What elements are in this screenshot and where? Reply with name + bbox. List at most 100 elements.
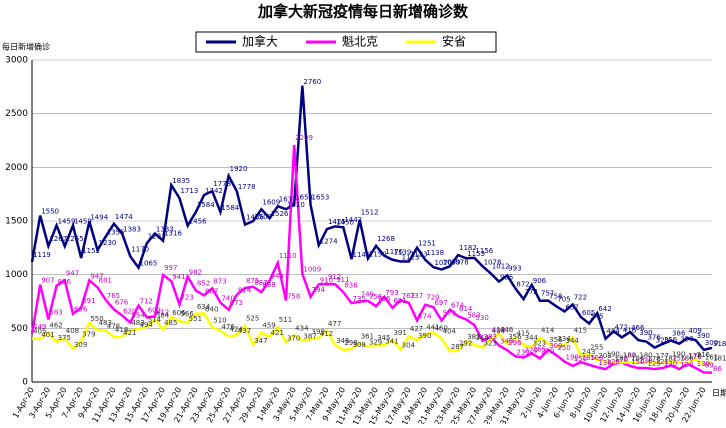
data-label: 300 bbox=[549, 342, 562, 350]
y-axis-label: 每日新增确诊 bbox=[2, 42, 50, 52]
data-label: 1512 bbox=[361, 209, 379, 217]
data-label: 1920 bbox=[230, 165, 248, 173]
data-label: 184 bbox=[631, 354, 645, 362]
data-label: 449 bbox=[33, 323, 46, 331]
data-label: 1139 bbox=[393, 249, 411, 257]
data-label: 130 bbox=[639, 357, 652, 365]
data-label: 584 bbox=[156, 311, 170, 319]
data-label: 390 bbox=[639, 329, 652, 337]
data-label: 772 bbox=[525, 288, 538, 296]
data-label: 190 bbox=[566, 354, 579, 362]
data-label: 1316 bbox=[164, 230, 182, 238]
data-label: 459 bbox=[262, 322, 275, 330]
data-label: 379 bbox=[82, 330, 95, 338]
data-label: 1267 bbox=[49, 235, 67, 243]
data-label: 1637 bbox=[279, 195, 297, 203]
data-label: 180 bbox=[623, 352, 636, 360]
data-label: 1291 bbox=[148, 232, 166, 240]
data-label: 229 bbox=[525, 346, 538, 354]
data-label: 243 bbox=[582, 348, 595, 356]
data-label: 1150 bbox=[369, 251, 387, 259]
y-tick-label: 1000 bbox=[5, 270, 28, 280]
data-label: 910 bbox=[320, 276, 333, 284]
data-label: 300 bbox=[705, 339, 718, 347]
data-label: 250 bbox=[557, 344, 570, 352]
data-label: 691 bbox=[82, 297, 95, 305]
data-label: 634 bbox=[197, 303, 211, 311]
data-label: 566 bbox=[180, 310, 194, 318]
data-label: 399 bbox=[312, 328, 325, 336]
data-label: 1145 bbox=[353, 251, 371, 259]
data-label: 1425 bbox=[328, 218, 346, 226]
data-label: 603 bbox=[148, 306, 161, 314]
data-label: 762 bbox=[402, 292, 415, 300]
data-label: 1049 bbox=[443, 258, 461, 266]
data-label: 1070 bbox=[434, 259, 452, 267]
data-label: 1466 bbox=[246, 214, 264, 222]
data-label: 1584 bbox=[221, 204, 239, 212]
data-label: 386 bbox=[672, 330, 686, 338]
data-label: 911 bbox=[336, 276, 349, 284]
data-label: 424 bbox=[230, 325, 244, 333]
data-label: 1274 bbox=[320, 237, 338, 245]
data-label: 511 bbox=[279, 316, 292, 324]
data-label: 346 bbox=[336, 337, 350, 345]
x-axis-label: 日期 bbox=[712, 389, 726, 398]
data-label: 255 bbox=[590, 344, 603, 352]
data-label: 387 bbox=[303, 332, 316, 340]
data-label: 344 bbox=[525, 334, 539, 342]
data-label: 838 bbox=[262, 281, 275, 289]
data-label: 605 bbox=[582, 309, 595, 317]
data-label: 181 bbox=[713, 355, 726, 363]
data-label: 376 bbox=[647, 334, 661, 342]
data-label: 612 bbox=[156, 308, 169, 316]
data-label: 1456 bbox=[189, 218, 207, 226]
data-label: 1176 bbox=[385, 248, 403, 256]
data-label: 437 bbox=[238, 327, 251, 335]
data-label: 89 bbox=[705, 361, 714, 369]
data-label: 1653 bbox=[312, 194, 330, 202]
data-label: 573 bbox=[443, 309, 456, 317]
data-label: 265 bbox=[533, 346, 546, 354]
data-label: 1778 bbox=[213, 180, 231, 188]
data-label: 476 bbox=[221, 323, 235, 331]
data-label: 130 bbox=[664, 360, 677, 368]
data-label: 121 bbox=[656, 358, 669, 366]
data-label: 401 bbox=[41, 331, 54, 339]
data-label: 514 bbox=[148, 316, 162, 324]
data-label: 323 bbox=[533, 339, 546, 347]
y-tick-label: 2500 bbox=[5, 109, 28, 119]
data-label: 1078 bbox=[451, 258, 469, 266]
data-label: 478 bbox=[107, 323, 120, 331]
data-label: 178 bbox=[647, 355, 660, 363]
data-label: 494 bbox=[140, 321, 154, 329]
data-label: 472 bbox=[615, 323, 628, 331]
data-label: 418 bbox=[115, 326, 128, 334]
data-label: 155 bbox=[672, 354, 685, 362]
data-label: 477 bbox=[328, 320, 341, 328]
data-label: 872 bbox=[516, 280, 529, 288]
data-label: 329 bbox=[369, 339, 382, 347]
data-label: 1355 bbox=[107, 229, 125, 237]
data-label: 1078 bbox=[484, 258, 502, 266]
data-label: 1170 bbox=[131, 245, 149, 253]
data-label: 1123 bbox=[410, 250, 428, 258]
data-label: 356 bbox=[664, 336, 678, 344]
data-label: 170 bbox=[688, 353, 701, 361]
data-label: 414 bbox=[541, 327, 555, 335]
data-label: 723 bbox=[180, 293, 193, 301]
data-label: 875 bbox=[246, 277, 259, 285]
data-label: 409 bbox=[688, 327, 701, 335]
data-label: 749 bbox=[361, 291, 374, 299]
series-line bbox=[30, 85, 713, 352]
data-label: 415 bbox=[516, 329, 529, 337]
data-label: 691 bbox=[393, 297, 406, 305]
data-label: 190 bbox=[672, 351, 685, 359]
data-label: 356 bbox=[508, 333, 522, 341]
data-label: 1550 bbox=[41, 208, 59, 216]
series-line bbox=[31, 311, 713, 367]
data-label: 170 bbox=[615, 356, 628, 364]
data-label: 906 bbox=[533, 277, 547, 285]
data-label: 483 bbox=[99, 319, 112, 327]
data-label: 947 bbox=[66, 269, 79, 277]
